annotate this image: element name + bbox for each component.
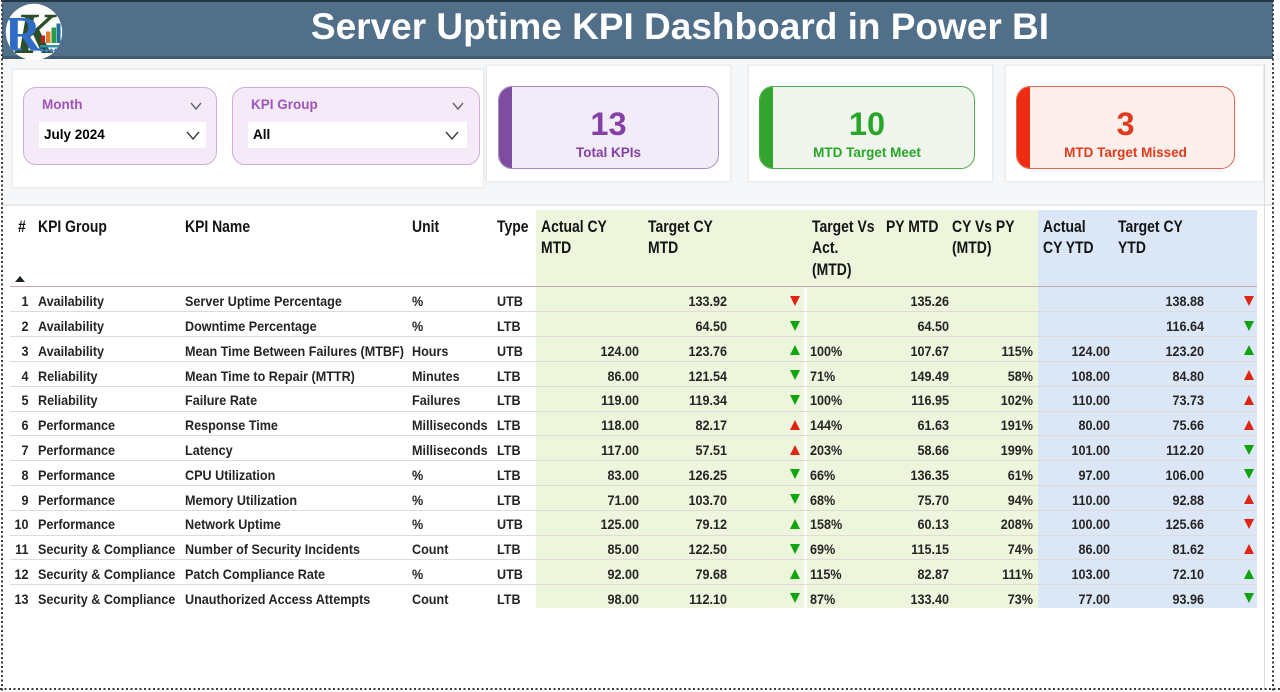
svg-text:R: R <box>5 6 42 62</box>
